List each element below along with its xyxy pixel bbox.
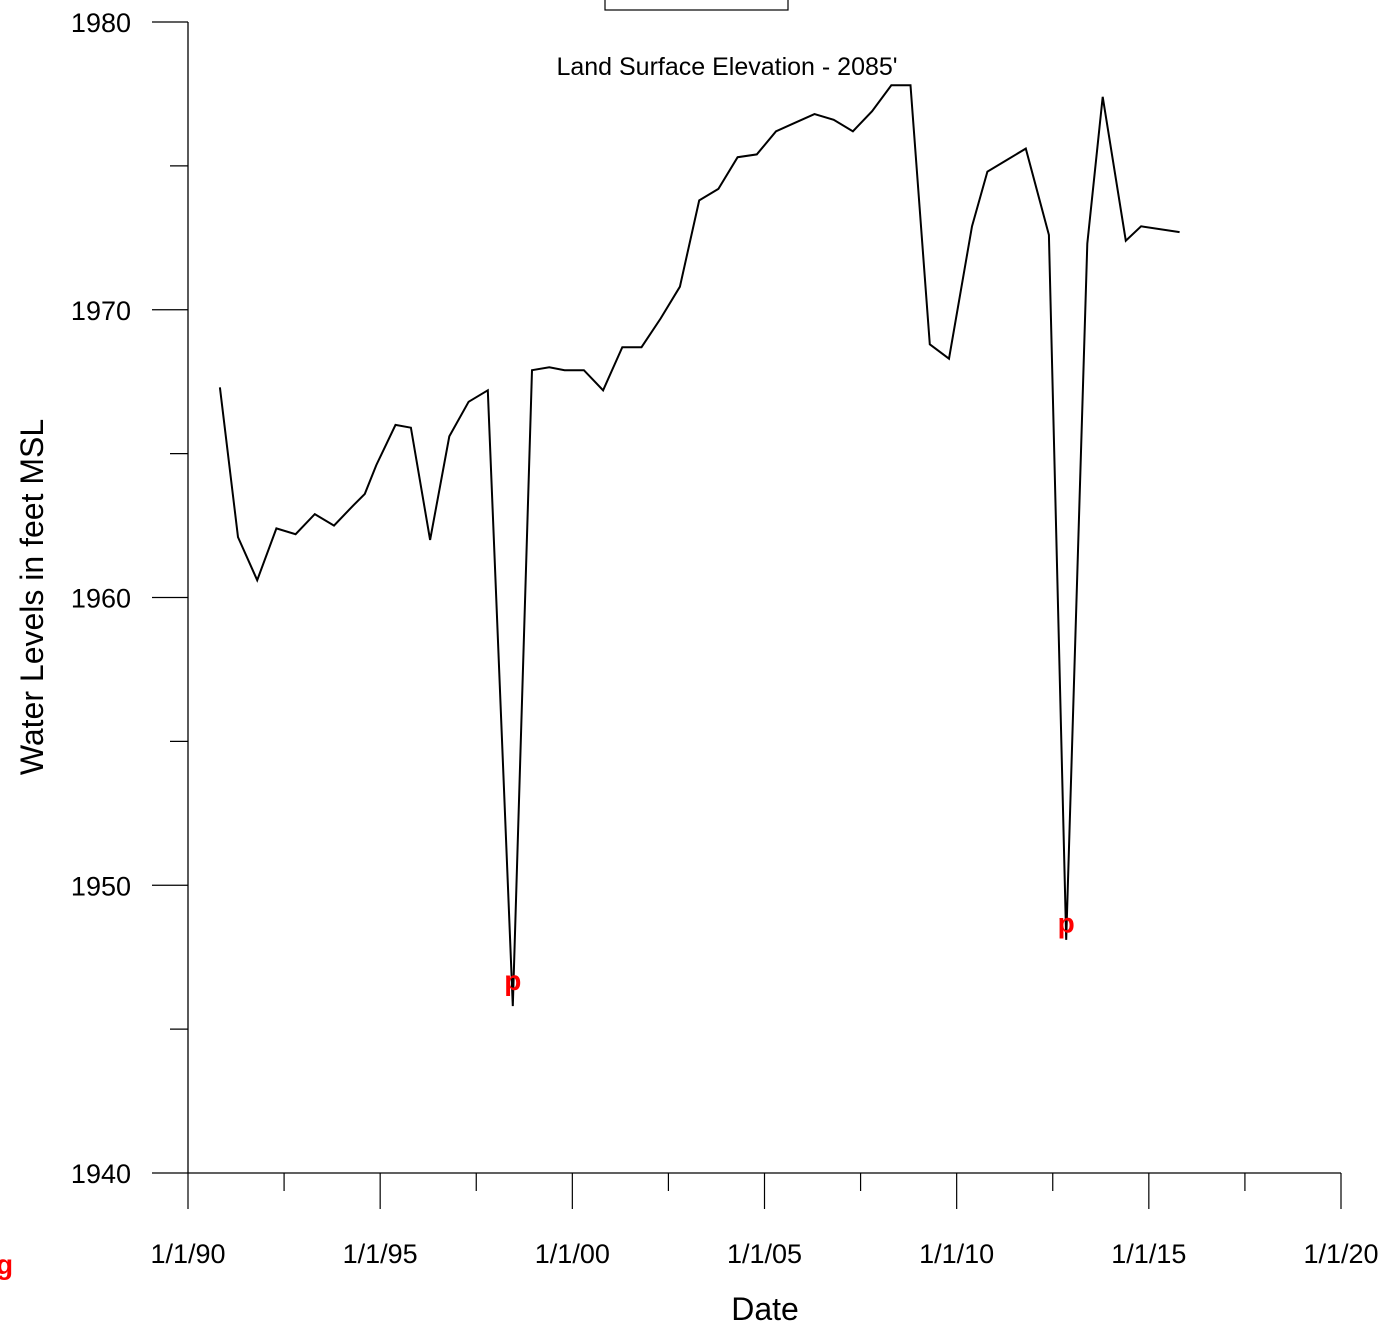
x-tick-label: 1/1/10 — [919, 1239, 994, 1269]
y-tick-label: 1950 — [71, 871, 131, 901]
series-line — [218, 84, 1180, 1007]
corner-mark: g — [0, 1249, 13, 1280]
data-flag-label: p — [504, 965, 521, 996]
flag-layer: pp — [504, 908, 1075, 997]
data-flag-label: p — [1058, 908, 1075, 939]
top-box — [604, 0, 789, 11]
x-tick-label: 1/1/05 — [727, 1239, 802, 1269]
x-tick-label: 1/1/15 — [1111, 1239, 1186, 1269]
x-axis-title: Date — [731, 1291, 799, 1327]
x-tick-label: 1/1/00 — [535, 1239, 610, 1269]
y-tick-label: 1940 — [71, 1159, 131, 1189]
x-tick-label: 1/1/20 — [1303, 1239, 1378, 1269]
land-surface-annotation: Land Surface Elevation - 2085' — [556, 53, 897, 81]
x-tick-label: 1/1/90 — [150, 1239, 225, 1269]
y-tick-label: 1960 — [71, 584, 131, 614]
y-axis-title: Water Levels in feet MSL — [14, 419, 50, 775]
series-layer — [218, 84, 1180, 1007]
y-tick-label: 1970 — [71, 296, 131, 326]
ticks: 1940 1950 1960 1970 1980 1/1/90 1/1/95 1/1/00 1/… — [71, 8, 1379, 1269]
y-tick-label: 1980 — [71, 8, 131, 38]
x-tick-label: 1/1/95 — [343, 1239, 418, 1269]
